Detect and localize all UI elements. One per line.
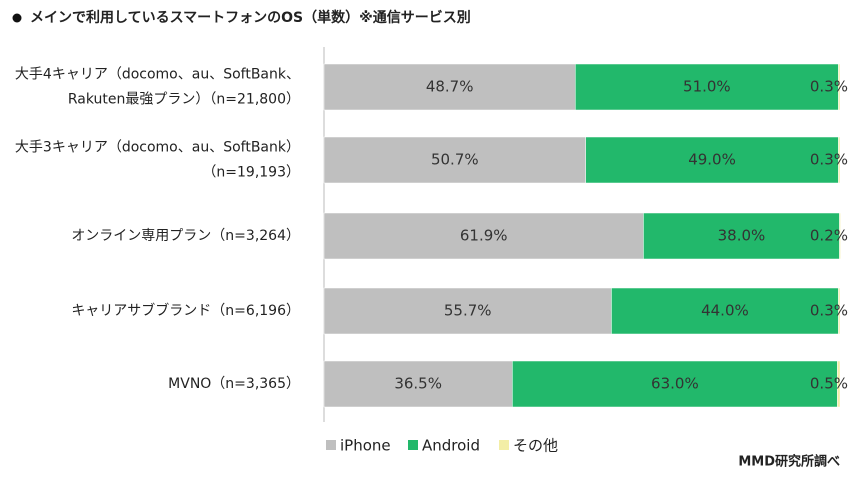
- legend-label: その他: [513, 437, 558, 455]
- category-line: （n=19,193）: [202, 165, 300, 181]
- category-label: オンライン専用プラン（n=3,264）: [71, 228, 300, 244]
- bar-segment: [643, 212, 840, 260]
- bar-segment: [838, 287, 841, 335]
- category-line: 大手4キャリア（docomo、au、SoftBank、: [15, 67, 300, 83]
- category-line: キャリアサブブランド（n=6,196）: [71, 302, 300, 319]
- value-label: 50.7%: [431, 151, 479, 169]
- value-label: 38.0%: [718, 227, 766, 245]
- category-label: 大手4キャリア（docomo、au、SoftBank、 Rakuten最強プラン）…: [15, 67, 300, 108]
- value-label: 0.3%: [810, 151, 848, 169]
- bar-segment: [838, 63, 841, 111]
- value-label: 61.9%: [460, 227, 508, 245]
- value-label: 51.0%: [683, 78, 731, 96]
- value-label: 0.5%: [810, 375, 848, 393]
- bar-segment: [575, 63, 839, 111]
- value-label: 0.2%: [810, 227, 848, 245]
- category-line: Rakuten最強プラン）（n=21,800）: [68, 92, 300, 108]
- legend-label: iPhone: [340, 437, 391, 455]
- value-label: 49.0%: [688, 151, 736, 169]
- value-label: 63.0%: [651, 375, 699, 393]
- category-line: MVNO（n=3,365）: [168, 376, 300, 392]
- category-label: 大手3キャリア（docomo、au、SoftBank） （n=19,193）: [15, 140, 300, 181]
- bar-segment: [323, 287, 612, 335]
- bar-segment: [323, 136, 586, 184]
- value-label: 55.7%: [444, 302, 492, 320]
- value-label: 48.7%: [426, 78, 474, 96]
- legend-swatch: [326, 440, 336, 450]
- bar-segment: [323, 212, 644, 260]
- category-label: キャリアサブブランド（n=6,196）: [71, 302, 300, 319]
- bar-segment: [585, 136, 839, 184]
- bar-segment: [611, 287, 839, 335]
- category-line: オンライン専用プラン（n=3,264）: [71, 228, 300, 244]
- legend-swatch: [499, 440, 509, 450]
- legend-label: Android: [422, 437, 480, 455]
- bar-segment: [837, 360, 841, 408]
- bar-segment: [838, 136, 841, 184]
- bar-segment: [512, 360, 838, 408]
- legend-swatch: [408, 440, 418, 450]
- value-label: 0.3%: [810, 78, 848, 96]
- category-line: 大手3キャリア（docomo、au、SoftBank）: [15, 140, 300, 156]
- title-bullet: [12, 13, 22, 23]
- value-label: 44.0%: [701, 302, 749, 320]
- source: MMD研究所調べ: [738, 454, 840, 470]
- value-label: 36.5%: [394, 375, 442, 393]
- chart-title: メインで利用しているスマートフォンのOS（単数）※通信サービス別: [30, 9, 471, 26]
- bar-segment: [323, 63, 576, 111]
- bar-segment: [323, 360, 513, 408]
- category-label: MVNO（n=3,365）: [168, 376, 300, 392]
- bar-segment: [839, 212, 841, 260]
- value-label: 0.3%: [810, 302, 848, 320]
